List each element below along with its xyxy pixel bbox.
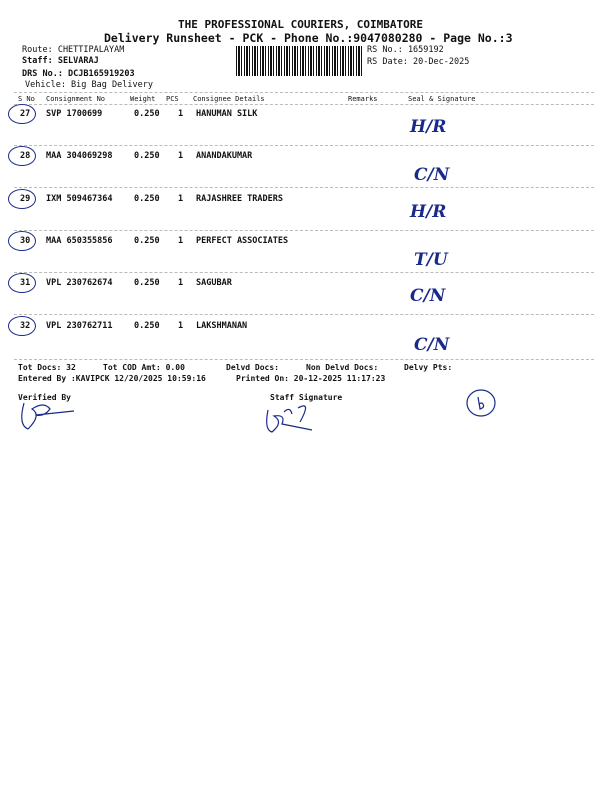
entered-by: Entered By :KAVIPCK 12/20/2025 10:59:16 [18, 374, 206, 383]
consignment-number: SVP 1700699 [46, 109, 103, 119]
pcs: 1 [178, 235, 184, 246]
route: Route: CHETTIPALAYAM [22, 45, 125, 55]
handwritten-signature: T/U [414, 249, 448, 270]
stamp-mark [466, 389, 496, 417]
serial-number: 31 [20, 278, 31, 289]
weight: 0.250 [134, 151, 160, 162]
serial-circle-mark [8, 104, 36, 124]
consignment-number: VPL 230762674 [46, 278, 113, 289]
printed-on: Printed On: 20-12-2025 11:17:23 [236, 374, 386, 383]
table-row: 29 IXM 509467364 0.250 1 RAJASHREE TRADERS H/… [0, 188, 600, 236]
serial-number: 29 [20, 193, 31, 204]
serial-circle-mark [8, 315, 36, 336]
weight: 0.250 [134, 109, 160, 119]
handwritten-signature: H/R [410, 201, 447, 222]
handwritten-signature: C/N [414, 334, 450, 355]
col-sno: S No [18, 95, 35, 103]
drs-number: DRS No.: DCJB165919203 [22, 69, 135, 79]
serial-number: 28 [20, 151, 31, 162]
table-row: 28 MAA 304069298 0.250 1 ANANDAKUMAR C/N [0, 146, 600, 193]
consignee-details: PERFECT ASSOCIATES [196, 235, 289, 246]
col-weight: Weight [130, 95, 156, 103]
staff-signature-label: Staff Signature [270, 393, 343, 402]
serial-number: 30 [20, 235, 31, 246]
staff: Staff: SELVARAJ [22, 56, 99, 66]
table-row: 30 MAA 650355856 0.250 1 PERFECT ASSOCIATES T… [0, 230, 600, 278]
verifier-signature [21, 402, 75, 430]
handwritten-signature: C/N [410, 286, 446, 307]
pcs: 1 [178, 151, 184, 162]
consignment-number: MAA 304069298 [46, 151, 113, 162]
consignment-number: IXM 509467364 [46, 193, 113, 204]
weight: 0.250 [134, 193, 160, 204]
vehicle: Vehicle: Big Bag Delivery [25, 80, 153, 90]
consignment-number: MAA 650355856 [46, 235, 113, 246]
weight: 0.250 [134, 320, 160, 331]
delvd-docs: Delvd Docs: [226, 363, 279, 372]
col-pcs: PCS [166, 95, 179, 103]
serial-number: 32 [20, 320, 31, 331]
serial-circle-mark [8, 188, 36, 209]
company-name: THE PROFESSIONAL COURIERS, COIMBATORE [178, 18, 424, 31]
serial-circle-mark [8, 230, 36, 251]
serial-circle-mark [8, 273, 36, 294]
pcs: 1 [178, 109, 184, 119]
weight: 0.250 [134, 235, 160, 246]
tot-cod: Tot COD Amt: 0.00 [103, 363, 185, 372]
table-row: 31 VPL 230762674 0.250 1 SAGUBAR C/N [0, 273, 600, 320]
consignee-details: SAGUBAR [196, 278, 232, 289]
consignee-details: RAJASHREE TRADERS [196, 193, 283, 204]
rs-date: RS Date: 20-Dec-2025 [367, 57, 470, 67]
tot-docs: Tot Docs: 32 [18, 363, 76, 372]
consignment-number: VPL 230762711 [46, 320, 113, 331]
consignee-details: ANANDAKUMAR [196, 151, 253, 162]
col-seal-signature: Seal & Signature [408, 95, 476, 103]
rs-number: RS No.: 1659192 [367, 45, 444, 55]
weight: 0.250 [134, 278, 160, 289]
runsheet-title: Delivery Runsheet - PCK - Phone No.:9047… [104, 31, 513, 45]
delvy-pts: Delvy Pts: [404, 363, 453, 372]
handwritten-signature: H/R [410, 117, 447, 137]
pcs: 1 [178, 278, 184, 289]
serial-circle-mark [8, 146, 36, 167]
serial-number: 27 [20, 109, 31, 119]
staff-signature [266, 405, 313, 433]
verified-by-label: Verified By [18, 393, 71, 402]
table-row: 27 SVP 1700699 0.250 1 HANUMAN SILK H/R [0, 104, 600, 151]
handwritten-signature: C/N [414, 165, 450, 186]
pcs: 1 [178, 320, 184, 331]
barcode [236, 46, 364, 76]
table-row: 32 VPL 230762711 0.250 1 LAKSHMANAN C/N [0, 315, 600, 363]
col-consignee: Consignee Details [193, 95, 265, 103]
non-delvd-docs: Non Delvd Docs: [306, 363, 379, 372]
pcs: 1 [178, 193, 184, 204]
consignee-details: HANUMAN SILK [196, 109, 258, 119]
col-remarks: Remarks [348, 95, 378, 103]
col-consignment: Consignment No [46, 95, 106, 103]
consignee-details: LAKSHMANAN [196, 320, 248, 331]
